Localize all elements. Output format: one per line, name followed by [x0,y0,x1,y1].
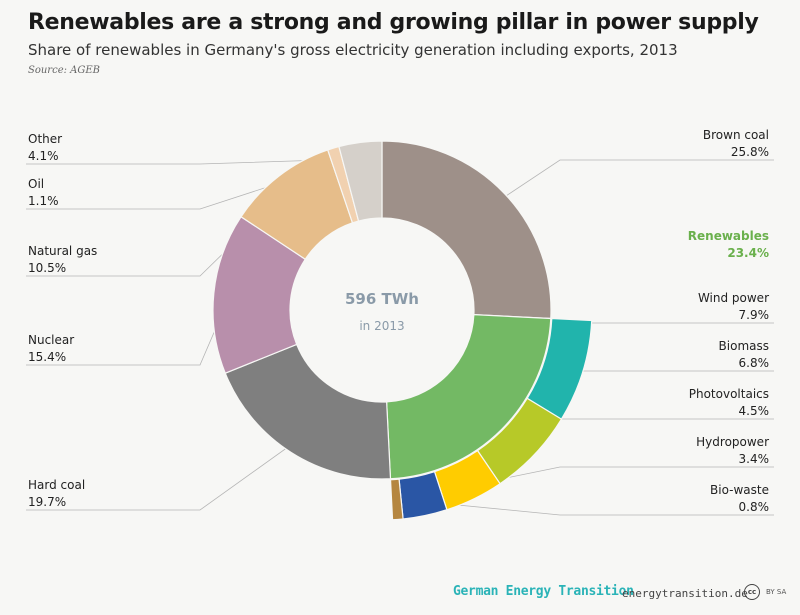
slice-brown-coal [381,140,552,320]
value-hard-coal: 19.7% [28,495,66,509]
value-natural-gas: 10.5% [28,261,66,275]
value-brown-coal: 25.8% [731,145,769,159]
license-text: BY SA [766,588,787,596]
slice-labels: Brown coal 25.8% Renewables 23.4% Wind power… [28,128,769,514]
label-wind: Wind power [698,291,769,305]
label-nuclear: Nuclear [28,333,74,347]
value-wind: 7.9% [739,308,770,322]
label-biomass: Biomass [719,339,769,353]
chart-title: Renewables are a strong and growing pill… [28,10,759,35]
renewables-outer-ring [389,317,593,521]
value-hydropower: 3.4% [739,452,770,466]
center-year: in 2013 [359,319,404,333]
slice-renewables [385,313,552,480]
leader-hard-coal [26,438,301,511]
slice-other [338,140,383,222]
label-biowaste: Bio-waste [710,483,769,497]
donut-slices [212,140,552,480]
label-natural-gas: Natural gas [28,244,97,258]
outer-slice-biowaste [389,478,404,521]
value-oil: 1.1% [28,194,59,208]
cc-license-icon: cc [744,584,760,600]
value-other: 4.1% [28,149,59,163]
chart-source: Source: AGEB [28,65,101,76]
value-nuclear: 15.4% [28,350,66,364]
footer-brand: German Energy Transition [453,584,634,599]
value-renewables: 23.4% [727,246,769,260]
value-photovoltaics: 4.5% [739,404,770,418]
value-biowaste: 0.8% [739,500,770,514]
value-biomass: 6.8% [739,356,770,370]
label-hydropower: Hydropower [696,435,769,449]
chart-subtitle: Share of renewables in Germany's gross e… [28,41,678,59]
label-hard-coal: Hard coal [28,478,85,492]
label-brown-coal: Brown coal [703,128,769,142]
center-total: 596 TWh [345,290,419,308]
slice-hard-coal [224,343,392,480]
label-photovoltaics: Photovoltaics [689,387,769,401]
leader-brown-coal [492,159,774,206]
label-oil: Oil [28,177,44,191]
label-other: Other [28,132,62,146]
label-renewables: Renewables [688,229,769,243]
footer-url[interactable]: energytransition.de [622,587,748,600]
